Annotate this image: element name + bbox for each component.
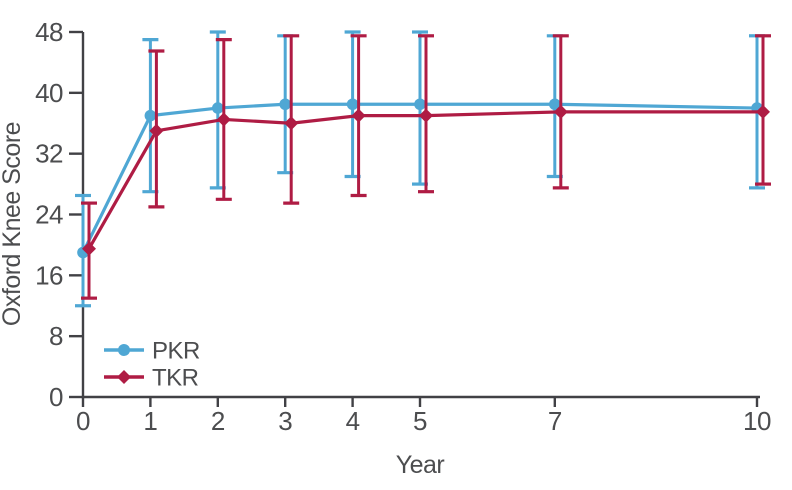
tkr-marker-diamond bbox=[216, 112, 231, 127]
x-tick-label: 0 bbox=[76, 406, 90, 436]
y-tick-label: 32 bbox=[35, 139, 63, 169]
tkr-marker-diamond bbox=[82, 241, 96, 256]
legend-item-pkr: PKR bbox=[104, 338, 201, 365]
tkr-marker-diamond bbox=[351, 108, 366, 123]
y-axis-title: Oxford Knee Score bbox=[0, 122, 26, 326]
y-tick-label: 40 bbox=[35, 78, 63, 108]
tkr-marker-diamond bbox=[149, 123, 164, 138]
pkr-marker-circle bbox=[212, 102, 224, 114]
x-tick-label: 3 bbox=[278, 406, 292, 436]
y-tick-label: 0 bbox=[49, 382, 63, 412]
x-axis-title: Year bbox=[396, 451, 445, 479]
pkr-line bbox=[81, 102, 758, 254]
x-tick-label: 7 bbox=[548, 406, 562, 436]
pkr-marker-circle bbox=[346, 98, 359, 111]
pkr-marker-circle bbox=[549, 98, 561, 111]
pkr-marker-circle bbox=[279, 98, 292, 111]
pkr-marker-circle bbox=[414, 98, 426, 111]
x-tick-label: 1 bbox=[143, 406, 157, 436]
tkr-marker-diamond bbox=[419, 108, 433, 123]
y-tick-label: 8 bbox=[49, 321, 63, 351]
x-tick-label: 4 bbox=[346, 406, 360, 436]
legend-label: TKR bbox=[152, 365, 199, 392]
series-tkr bbox=[81, 34, 771, 300]
y-tick-label: 16 bbox=[35, 260, 63, 290]
legend-circle-marker-icon bbox=[118, 344, 130, 356]
x-tick-label: 10 bbox=[743, 406, 771, 436]
pkr-marker-circle bbox=[144, 109, 157, 122]
x-tick-label: 2 bbox=[211, 406, 225, 436]
x-tick-label: 5 bbox=[413, 406, 427, 436]
series-pkr bbox=[75, 30, 765, 308]
legend-item-tkr: TKR bbox=[104, 365, 199, 392]
legend-diamond-marker-icon bbox=[117, 370, 131, 384]
legend-label: PKR bbox=[152, 338, 200, 365]
y-tick-label: 48 bbox=[35, 17, 63, 47]
tkr-marker-diamond bbox=[553, 104, 568, 119]
tkr-line bbox=[87, 110, 763, 250]
tkr-marker-diamond bbox=[284, 116, 299, 131]
x-axis-ticks: 0 1 2 3 4 5 7 10 bbox=[76, 397, 771, 436]
y-tick-label: 24 bbox=[35, 200, 63, 230]
tkr-marker-diamond bbox=[756, 104, 770, 119]
y-axis-ticks: 0 8 16 24 32 40 48 bbox=[35, 17, 83, 412]
